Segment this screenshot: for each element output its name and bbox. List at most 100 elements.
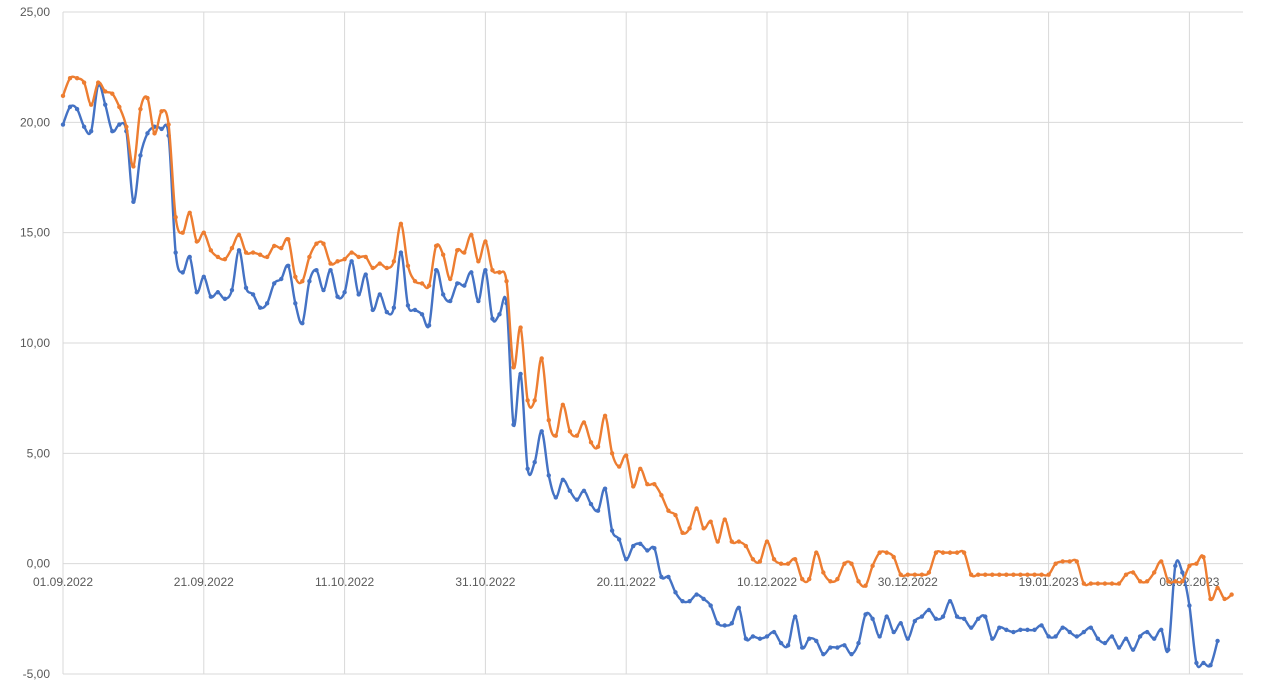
- series-1-point: [835, 645, 840, 650]
- series-2-point: [103, 89, 108, 94]
- series-2-point: [1046, 572, 1051, 577]
- series-2-point: [257, 252, 263, 257]
- x-tick-label: 30.12.2022: [878, 575, 938, 589]
- series-2-point: [652, 482, 657, 487]
- series-2-point: [1194, 561, 1199, 566]
- series-2-point: [785, 561, 791, 566]
- series-1-point: [419, 312, 425, 317]
- series-1-point: [1173, 563, 1178, 569]
- series-2-point: [687, 526, 692, 531]
- series-2-point: [1102, 581, 1108, 586]
- series-1-point: [933, 616, 939, 622]
- series-1-point: [236, 248, 242, 253]
- series-2-point: [377, 261, 382, 266]
- series-1-point: [1166, 647, 1171, 652]
- series-1-point: [898, 621, 903, 626]
- series-1-point: [884, 614, 889, 619]
- series-2-point: [792, 557, 798, 562]
- series-2-point: [1004, 572, 1009, 577]
- series-2-point: [314, 241, 319, 246]
- series-2-point: [117, 104, 122, 110]
- series-1-point: [652, 546, 657, 551]
- series-2-point: [391, 259, 397, 264]
- series-1-point: [1109, 634, 1115, 639]
- series-1-point: [159, 126, 164, 132]
- series-2-point: [279, 245, 284, 251]
- series-2-point: [645, 482, 650, 487]
- series-1-point: [1074, 634, 1079, 639]
- series-2-point: [272, 243, 277, 249]
- series-1-point: [300, 320, 305, 326]
- series-1-point: [525, 466, 530, 471]
- series-1-point: [342, 290, 347, 295]
- series-2-point: [363, 254, 368, 260]
- series-1-point: [870, 616, 875, 622]
- series-2-point: [905, 572, 910, 577]
- series-1-point: [208, 294, 214, 299]
- series-2-point: [88, 102, 94, 107]
- series-1-point: [1046, 634, 1051, 639]
- series-1-point: [215, 290, 221, 295]
- series-2-point: [1152, 570, 1157, 575]
- series-1-point: [405, 303, 411, 308]
- series-1-point: [448, 298, 453, 304]
- series-2-point: [1088, 581, 1094, 586]
- series-2-point: [1060, 559, 1065, 564]
- series-2-point: [884, 550, 889, 555]
- series-1-point: [877, 634, 882, 639]
- series-1-point: [1144, 629, 1150, 635]
- series-2-point: [757, 559, 763, 564]
- series-1-point: [74, 106, 80, 112]
- series-2-line: [61, 75, 1233, 602]
- series-2-point: [419, 281, 425, 286]
- series-2-point: [750, 557, 756, 562]
- series-2-point: [433, 243, 439, 249]
- series-2-point: [821, 570, 826, 575]
- series-1-point: [1187, 603, 1192, 608]
- series-1-point: [1032, 627, 1037, 633]
- y-tick-label: 5,00: [27, 446, 51, 460]
- series-1-point: [476, 298, 481, 304]
- series-1-point: [750, 634, 756, 639]
- series-2-point: [532, 398, 537, 403]
- series-2-point: [1137, 579, 1143, 584]
- series-1-point: [321, 287, 326, 293]
- series-2-point: [877, 550, 882, 555]
- series-1-point: [687, 598, 692, 604]
- series-2-point: [1229, 592, 1234, 597]
- series-2-point: [96, 80, 101, 85]
- series-2-point: [81, 80, 87, 85]
- series-2-point: [990, 572, 995, 577]
- x-tick-label: 11.10.2022: [315, 575, 374, 589]
- series-1-point: [391, 305, 397, 310]
- series-1-point: [616, 537, 622, 542]
- series-2-point: [1123, 572, 1129, 577]
- series-2-point: [370, 265, 375, 271]
- series-1-point: [1004, 627, 1009, 633]
- series-1-point: [631, 543, 636, 549]
- series-1-point: [180, 270, 185, 275]
- series-1-point: [602, 486, 608, 491]
- series-2-point: [1011, 572, 1016, 577]
- series-2-point: [743, 543, 749, 549]
- series-1-point: [67, 104, 73, 110]
- series-2-point: [807, 576, 812, 582]
- series-1-point: [560, 477, 566, 483]
- series-1-point: [1060, 625, 1065, 630]
- series-1-point: [490, 316, 495, 321]
- series-1-point: [828, 645, 833, 650]
- series-1-point: [715, 621, 720, 626]
- series-2-point: [701, 526, 706, 531]
- series-2-point: [243, 250, 249, 255]
- series-2-point: [264, 254, 270, 260]
- series-2-point: [581, 420, 587, 425]
- series-1-point: [891, 629, 896, 635]
- series-1-point: [567, 488, 573, 494]
- series-2-point: [940, 550, 946, 555]
- series-1-point: [279, 276, 284, 282]
- series-1-point: [1215, 638, 1220, 644]
- series-2-point: [462, 250, 467, 255]
- series-2-point: [870, 563, 875, 569]
- series-2-point: [1166, 579, 1171, 584]
